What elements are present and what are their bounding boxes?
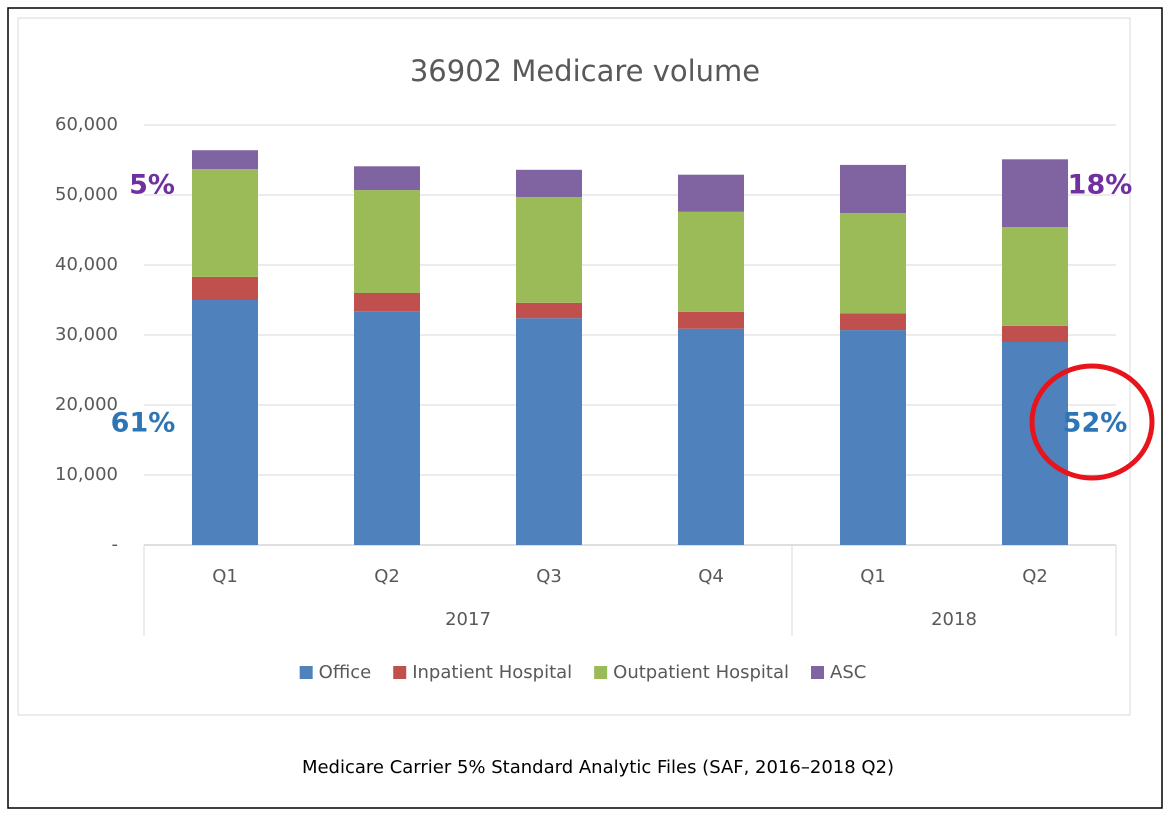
bar-segment <box>192 169 258 277</box>
bar-segment <box>840 313 906 331</box>
bar-segment <box>678 211 744 312</box>
bar-segment <box>678 174 744 212</box>
y-tick-label: - <box>112 534 119 555</box>
bar-segment <box>840 330 906 545</box>
legend-label: Office <box>319 662 372 683</box>
chart-title: 36902 Medicare volume <box>410 54 760 88</box>
annotation: 61% <box>111 408 176 439</box>
annotation: 52% <box>1063 408 1128 439</box>
bar-segment <box>678 311 744 329</box>
bar-segment <box>840 213 906 314</box>
bar-segment <box>516 302 582 319</box>
bar-segment <box>192 276 258 300</box>
legend-swatch <box>594 666 608 679</box>
legend-swatch <box>299 666 313 679</box>
x-tick-label: Q3 <box>536 566 562 587</box>
bar-segment <box>516 318 582 545</box>
x-tick-label: Q1 <box>860 566 886 587</box>
bar-segment <box>1002 159 1068 228</box>
x-tick-label: Q2 <box>374 566 400 587</box>
annotation: 5% <box>129 170 175 201</box>
legend-label: Inpatient Hospital <box>412 662 572 683</box>
group-label: 2018 <box>931 609 977 630</box>
x-tick-label: Q2 <box>1022 566 1048 587</box>
legend-swatch <box>393 666 407 679</box>
highlight-circle <box>1029 363 1155 481</box>
x-tick-label: Q4 <box>698 566 724 587</box>
x-tick-label: Q1 <box>212 566 238 587</box>
bar-segment <box>192 300 258 545</box>
bar-segment <box>516 197 582 303</box>
caption: Medicare Carrier 5% Standard Analytic Fi… <box>302 757 894 778</box>
y-tick-label: 20,000 <box>55 394 118 415</box>
y-tick-label: 60,000 <box>55 114 118 135</box>
legend-swatch <box>811 666 825 679</box>
bar-segment <box>1002 227 1068 326</box>
y-tick-label: 40,000 <box>55 254 118 275</box>
group-label: 2017 <box>445 609 491 630</box>
bar-segment <box>678 328 744 545</box>
y-tick-label: 30,000 <box>55 324 118 345</box>
bar-segment <box>354 166 420 191</box>
bar-segment <box>354 190 420 293</box>
legend-label: Outpatient Hospital <box>613 662 789 683</box>
y-tick-label: 50,000 <box>55 184 118 205</box>
annotation: 18% <box>1068 170 1133 201</box>
bar-segment <box>1002 325 1068 342</box>
y-tick-label: 10,000 <box>55 464 118 485</box>
bar-segment <box>192 150 258 170</box>
bar-segment <box>840 164 906 214</box>
bar-segment <box>516 169 582 198</box>
bar-segment <box>354 293 420 312</box>
bar-segment <box>354 311 420 545</box>
legend-label: ASC <box>830 662 866 683</box>
